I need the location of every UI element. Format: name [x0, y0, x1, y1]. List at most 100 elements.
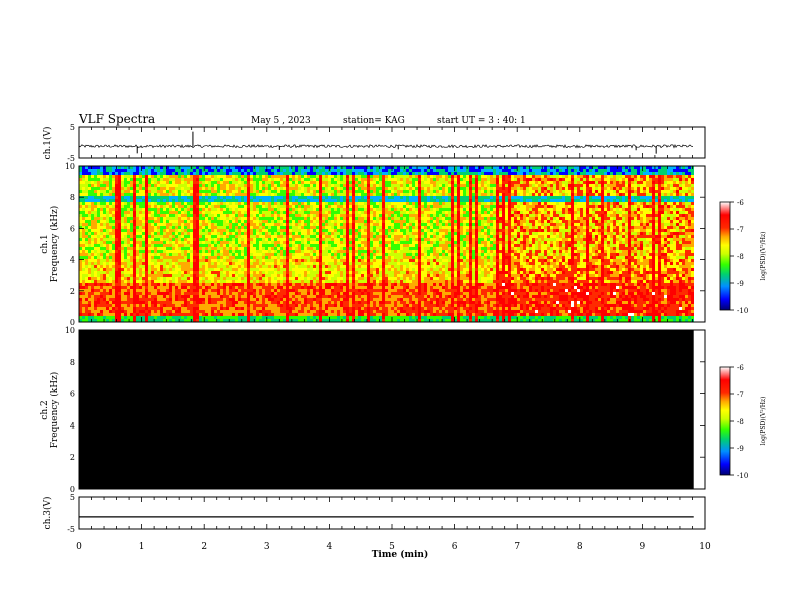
spectrogram-cell [301, 316, 304, 319]
spectrogram-cell [172, 223, 175, 226]
spectrogram-cell [346, 199, 349, 202]
spectrogram-cell [157, 286, 160, 289]
spectrogram-cell [271, 184, 274, 187]
spectrogram-cell [349, 268, 352, 271]
spectrogram-cell [301, 196, 304, 199]
spectrogram-cell [181, 247, 184, 250]
spectrogram-cell [184, 214, 187, 217]
spectrogram-cell [247, 283, 250, 286]
spectrogram-cell [319, 313, 322, 316]
spectrogram-cell [328, 262, 331, 265]
spectrogram-cell [103, 289, 106, 292]
spectrogram-cell [100, 286, 103, 289]
spectrogram-cell [313, 262, 316, 265]
spectrogram-cell [244, 256, 247, 259]
spectrogram-cell [265, 292, 268, 295]
spectrogram-cell [349, 253, 352, 256]
spectrogram-cell [277, 184, 280, 187]
spectrogram-cell [172, 220, 175, 223]
spectrogram-cell [211, 178, 214, 181]
spectrogram-cell [229, 172, 232, 175]
spectrogram-cell [103, 205, 106, 208]
spectrogram-cell [112, 196, 115, 199]
spectrogram-cell [148, 319, 151, 322]
spectrogram-cell [325, 175, 328, 178]
spectrogram-cell [346, 253, 349, 256]
spectrogram-cell [217, 211, 220, 214]
spectrogram-cell [142, 190, 145, 193]
spectrogram-cell [313, 166, 316, 169]
spectrogram-cell [352, 241, 355, 244]
spectrogram-cell [136, 301, 139, 304]
spectrogram-cell [196, 247, 199, 250]
spectrogram-cell [148, 316, 151, 319]
spectrogram-cell [289, 304, 292, 307]
spectrogram-cell [193, 271, 196, 274]
spectrogram-cell [229, 271, 232, 274]
spectrogram-cell [316, 250, 319, 253]
spectrogram-cell [316, 223, 319, 226]
spectrogram-cell [256, 172, 259, 175]
spectrogram-cell [175, 220, 178, 223]
spectrogram-cell [352, 307, 355, 310]
spectrogram-cell [229, 244, 232, 247]
spectrogram-cell [268, 265, 271, 268]
spectrogram-cell [178, 196, 181, 199]
spectrogram-cell [304, 223, 307, 226]
spectrogram-cell [199, 250, 202, 253]
spectrogram-cell [154, 250, 157, 253]
spectrogram-cell [241, 199, 244, 202]
spectrogram-cell [277, 232, 280, 235]
spectrogram-cell [298, 214, 301, 217]
spectrogram-cell [139, 193, 142, 196]
spectrogram-cell [355, 184, 358, 187]
spectrogram-cell [154, 196, 157, 199]
spectrogram-cell [352, 265, 355, 268]
spectrogram-cell [301, 187, 304, 190]
spectrogram-cell [271, 226, 274, 229]
spectrogram-cell [235, 289, 238, 292]
spectrogram-cell [139, 175, 142, 178]
spectrogram-cell [292, 274, 295, 277]
spectrogram-cell [85, 184, 88, 187]
spectrogram-cell [247, 229, 250, 232]
spectrogram-cell [160, 280, 163, 283]
spectrogram-cell [286, 268, 289, 271]
spectrogram-cell [184, 247, 187, 250]
spectrogram-cell [337, 229, 340, 232]
spectrogram-cell [196, 208, 199, 211]
spectrogram-cell [208, 220, 211, 223]
spectrogram-cell [232, 250, 235, 253]
spectrogram-cell [136, 232, 139, 235]
spectrogram-cell [199, 208, 202, 211]
spectrogram-cell [346, 295, 349, 298]
spectrogram-cell [328, 310, 331, 313]
spectrogram-cell [85, 238, 88, 241]
spectrogram-cell [82, 190, 85, 193]
spectrogram-cell [172, 187, 175, 190]
spectrogram-cell [313, 319, 316, 322]
spectrogram-cell [292, 310, 295, 313]
spectrogram-cell [328, 178, 331, 181]
spectrogram-cell [259, 175, 262, 178]
spectrogram-cell [151, 169, 154, 172]
spectrogram-cell [226, 214, 229, 217]
spectrogram-cell [289, 307, 292, 310]
spectrogram-cell [97, 238, 100, 241]
spectrogram-cell [304, 229, 307, 232]
spectrogram-cell [181, 178, 184, 181]
spectrogram-cell [310, 169, 313, 172]
spectrogram-cell [358, 190, 361, 193]
spectrogram-cell [79, 193, 82, 196]
spectrogram-cell [127, 280, 130, 283]
spectrogram-cell [79, 283, 82, 286]
spectrogram-cell [286, 166, 289, 169]
spectrogram-cell [244, 172, 247, 175]
spectrogram-cell [322, 286, 325, 289]
spectrogram-cell [160, 271, 163, 274]
spectrogram-cell [310, 190, 313, 193]
spectrogram-cell [115, 271, 118, 274]
spectrogram-cell [238, 283, 241, 286]
spectrogram-cell [91, 292, 94, 295]
spectrogram-cell [190, 193, 193, 196]
